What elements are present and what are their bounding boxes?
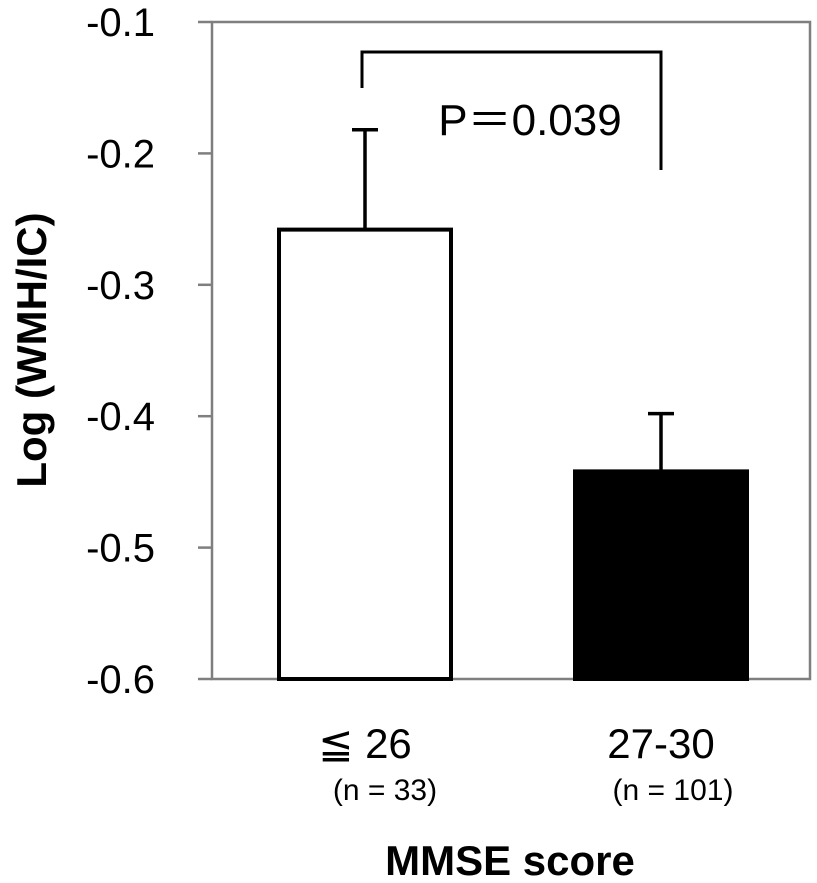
y-tick-label: -0.6 <box>86 658 155 702</box>
y-tick-label: -0.4 <box>86 395 155 439</box>
y-tick-label: -0.3 <box>86 264 155 308</box>
bar-1 <box>277 227 453 681</box>
x-axis-label: MMSE score <box>385 837 635 883</box>
x-tick-label: 27-30 <box>607 720 714 767</box>
y-tick-label: -0.1 <box>86 1 155 45</box>
x-tick-sample-size: (n = 33) <box>333 774 437 807</box>
plot-frame <box>210 20 812 681</box>
significance-bracket <box>360 50 663 170</box>
y-axis-label: Log (WMH/IC) <box>8 212 55 487</box>
x-tick-sample-size: (n = 101) <box>613 774 734 807</box>
bar-2 <box>573 469 749 681</box>
y-tick-label: -0.2 <box>86 132 155 176</box>
y-tick-label: -0.5 <box>86 527 155 571</box>
p-value-annotation: P＝0.039 <box>438 96 621 145</box>
x-tick-label: ≦ 26 <box>318 720 412 767</box>
